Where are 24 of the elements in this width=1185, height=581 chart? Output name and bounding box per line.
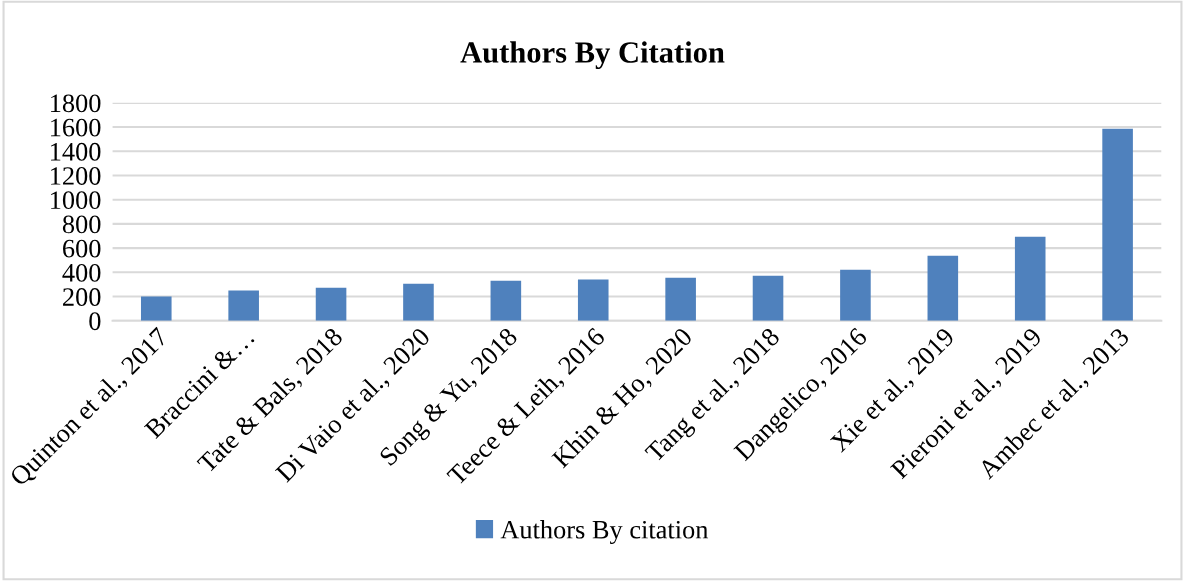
bar	[665, 277, 696, 321]
legend-label: Authors By citation	[500, 520, 709, 545]
bar	[1102, 128, 1133, 321]
y-tick-label: 600	[63, 239, 101, 258]
bar	[1014, 236, 1046, 321]
y-tick-label: 1800	[51, 94, 101, 113]
y-tick-label: 0	[89, 312, 101, 331]
bar	[403, 283, 434, 321]
bar	[140, 296, 172, 321]
y-tick-label: 1400	[51, 142, 101, 161]
bar	[228, 290, 259, 321]
bar	[752, 275, 784, 321]
bar	[490, 280, 522, 321]
chart-title: Authors By Citation	[460, 41, 725, 70]
bar	[927, 255, 959, 321]
bar	[577, 279, 609, 321]
bar	[315, 287, 347, 321]
y-tick-label: 400	[62, 263, 101, 282]
y-tick-label: 800	[62, 215, 101, 234]
y-tick-label: 200	[63, 288, 101, 306]
bar	[840, 269, 871, 321]
y-tick-label: 1600	[51, 118, 101, 137]
y-tick-label: 1200	[51, 167, 101, 185]
y-tick-label: 1000	[51, 191, 101, 210]
